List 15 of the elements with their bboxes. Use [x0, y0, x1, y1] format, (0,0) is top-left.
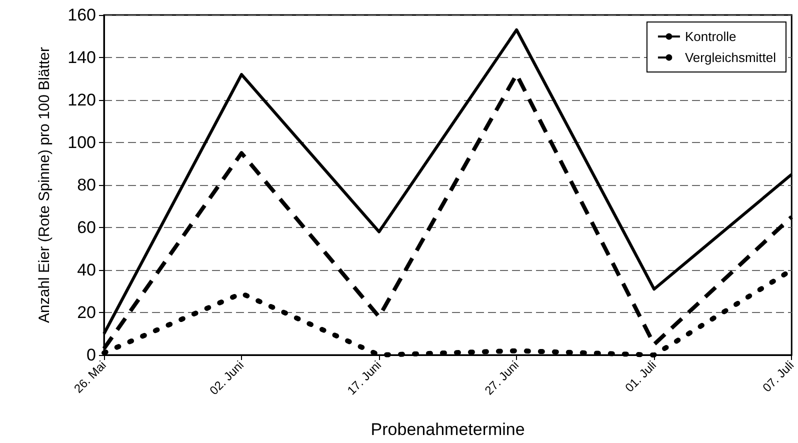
- y-tick-label: 60: [77, 218, 96, 237]
- legend-label: Vergleichsmittel: [684, 50, 776, 65]
- y-tick-label: 0: [86, 346, 96, 364]
- x-axis-title: Probenahmetermine: [370, 420, 525, 439]
- x-tick-label: 01. Juli: [622, 358, 660, 395]
- y-tick-label: 140: [68, 48, 96, 67]
- y-tick-label: 160: [68, 6, 96, 24]
- y-axis-title: Anzahl Eier (Rote Spinne) pro 100 Blätter: [36, 47, 53, 323]
- x-tick-label: 07. Juli: [760, 358, 797, 395]
- y-tick-label: 120: [68, 90, 96, 110]
- y-tick-label: 100: [68, 133, 96, 152]
- legend-label: Kontrolle: [684, 29, 736, 44]
- y-tick-label: 40: [77, 260, 96, 280]
- y-tick-label: 80: [77, 176, 96, 194]
- y-tick-label: 20: [77, 303, 96, 322]
